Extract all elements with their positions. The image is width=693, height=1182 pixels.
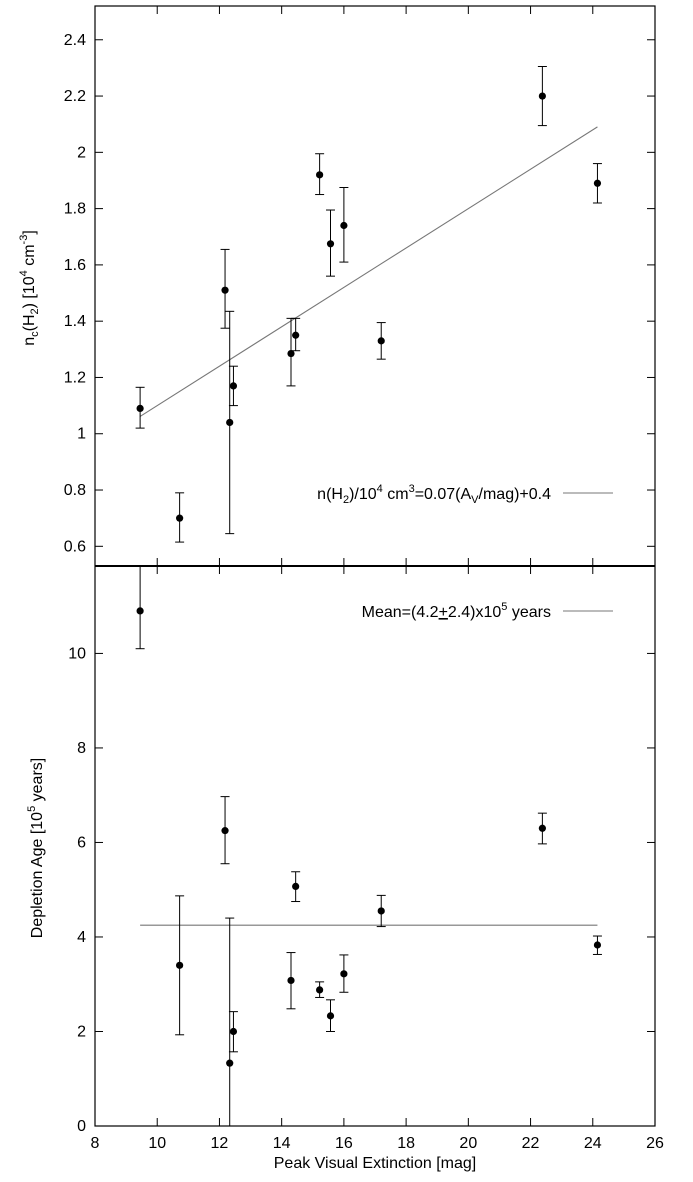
bottom-y-axis: 0 2 4 6 8 10 [68,645,655,1135]
data-point [291,317,301,352]
marker [136,607,144,615]
data-point [220,248,230,329]
data-point [376,894,386,928]
marker [340,221,348,230]
x-tick-label: 8 [91,1135,100,1152]
marker [538,824,546,832]
y-tick-label: 8 [77,740,86,757]
data-point [326,209,336,277]
bottom-legend: Mean=(4.2+2.4)x105 years [362,601,613,621]
marker [136,404,144,413]
marker [316,986,324,994]
y-tick-label: 2 [77,1023,86,1040]
marker [176,514,184,522]
data-point [175,895,185,1036]
top-data-points [135,66,602,543]
x-tick-label: 12 [211,1135,229,1152]
marker [287,349,295,358]
data-point [315,153,325,196]
x-axis: 8 10 12 14 16 18 20 22 24 26 [91,6,664,1152]
y-tick-label: 2.2 [64,88,86,105]
x-tick-label: 20 [459,1135,477,1152]
data-point [225,310,235,535]
marker [340,970,348,978]
x-tick-label: 26 [646,1135,664,1152]
x-tick-label: 24 [584,1135,602,1152]
data-point [315,981,325,998]
y-tick-label: 1 [77,426,86,443]
y-tick-label: 1.8 [64,201,86,218]
marker [176,961,184,969]
y-tick-label: 1.4 [64,313,86,330]
data-point [175,492,185,543]
data-point [228,1011,238,1053]
data-point [135,565,145,650]
marker [287,976,295,985]
top-legend-label: n(H2)/104 cm3=0.07(AV/mag)+0.4 [317,483,551,506]
marker [292,882,300,891]
data-point [592,935,602,955]
data-point [291,871,301,903]
bottom-y-axis-title: Depletion Age [105 years] [26,758,46,938]
fit-line [139,126,598,417]
data-point [225,917,235,1127]
data-point [339,954,349,993]
y-tick-label: 0.8 [64,482,86,499]
y-tick-label: 0 [77,1118,86,1135]
marker [229,1027,238,1036]
top-legend: n(H2)/104 cm3=0.07(AV/mag)+0.4 [317,483,613,506]
marker [229,382,238,390]
marker [593,179,602,187]
data-point [592,163,602,204]
marker [538,92,546,100]
marker [377,337,385,345]
y-tick-label: 4 [77,929,86,946]
data-point [286,952,296,1010]
data-point [228,365,238,407]
marker [377,907,385,915]
bottom-legend-label: Mean=(4.2+2.4)x105 years [362,601,551,621]
top-y-axis-title: nc(H2) [104 cm-3] [18,230,41,346]
x-axis-title: Peak Visual Extinction [mag] [274,1155,476,1172]
y-tick-label: 0.6 [64,538,86,555]
x-tick-label: 16 [335,1135,353,1152]
data-point [220,796,230,865]
marker [316,171,324,179]
y-tick-label: 6 [77,834,86,851]
marker [292,331,300,339]
x-tick-label: 18 [397,1135,415,1152]
top-y-axis: 0.6 0.8 1 1.2 1.4 1.6 1.8 2 2.2 2.4 [64,32,655,555]
bottom-data-points [135,565,602,1127]
data-point [339,187,349,263]
y-tick-label: 10 [68,645,86,662]
marker [326,1012,335,1020]
x-tick-label: 22 [522,1135,540,1152]
marker [326,240,335,248]
marker [221,827,229,835]
data-point [286,317,296,387]
data-point [326,999,336,1032]
marker [221,286,229,294]
data-point [135,386,145,429]
y-tick-label: 1.2 [64,369,86,386]
x-tick-label: 14 [273,1135,291,1152]
data-point [537,66,547,127]
marker [226,1059,234,1067]
marker [593,941,602,949]
marker [226,418,234,427]
x-tick-label: 10 [148,1135,166,1152]
y-tick-label: 1.6 [64,257,86,274]
y-tick-label: 2.4 [64,32,86,49]
data-point [537,812,547,845]
y-tick-label: 2 [77,144,86,161]
data-point [376,322,386,360]
top-panel-density: 0.6 0.8 1 1.2 1.4 1.6 1.8 2 2.2 2.4 nc(H2) [104 c… [18,32,655,555]
